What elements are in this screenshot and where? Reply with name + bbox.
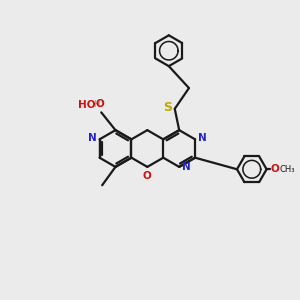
Text: HO: HO	[78, 100, 96, 110]
Text: CH₃: CH₃	[280, 165, 296, 174]
Text: N: N	[88, 134, 96, 143]
Text: O: O	[143, 171, 152, 181]
Text: O: O	[271, 164, 279, 174]
Text: H: H	[93, 100, 100, 109]
Text: S: S	[163, 101, 172, 114]
Text: N: N	[182, 162, 191, 172]
Text: O: O	[95, 99, 104, 110]
Text: N: N	[198, 134, 207, 143]
